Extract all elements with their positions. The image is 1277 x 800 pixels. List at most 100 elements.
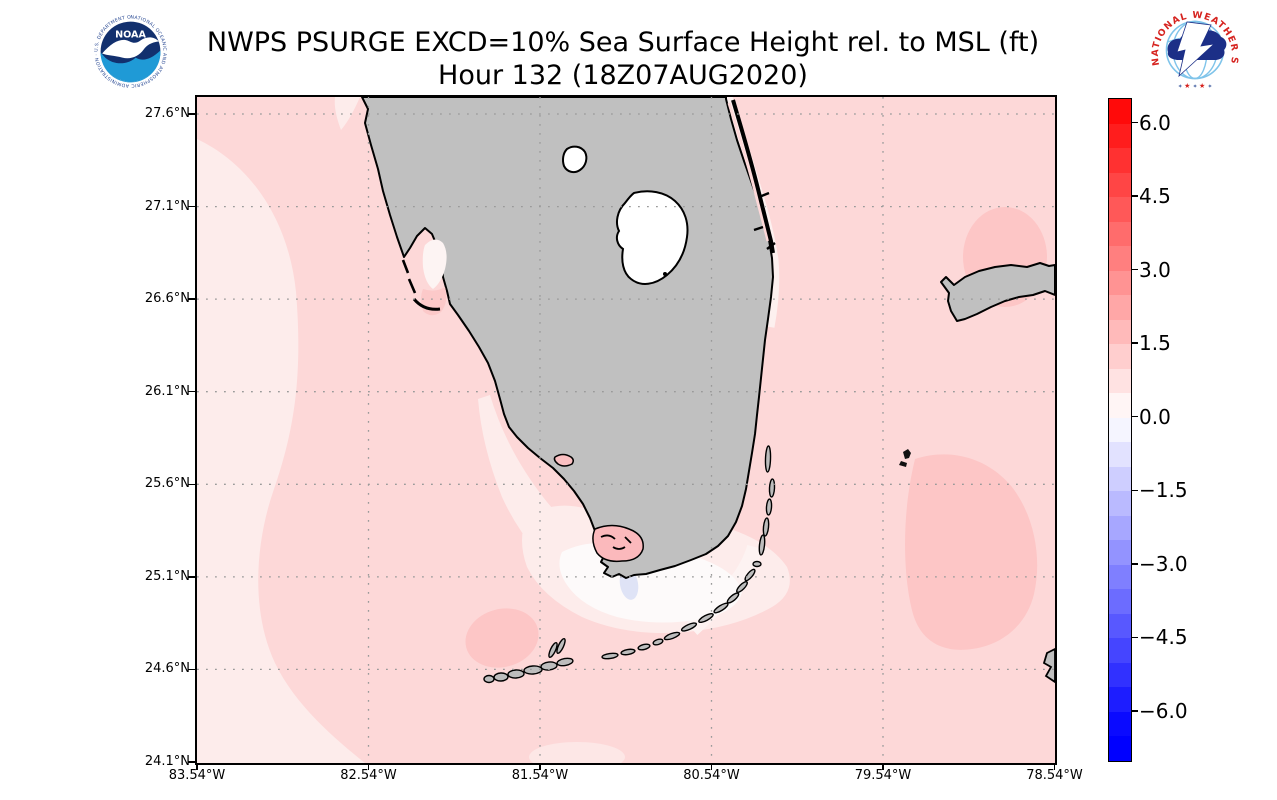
y-axis-tick xyxy=(188,298,195,300)
colorbar-tick xyxy=(1131,342,1138,344)
x-axis-tick xyxy=(710,763,713,770)
x-axis-tick-label: 83.54°W xyxy=(168,768,226,783)
colorbar-tick-label: −6.0 xyxy=(1139,698,1188,723)
barrier-islands xyxy=(401,99,776,684)
blob-east-atlantic xyxy=(905,454,1038,650)
chart-title: NWPS PSURGE EXCD=10% Sea Surface Height … xyxy=(0,26,1246,92)
colorbar-tick xyxy=(1131,195,1138,197)
florida-key-island xyxy=(713,602,729,614)
colorbar-segment xyxy=(1109,368,1131,394)
colorbar-tick xyxy=(1131,710,1138,712)
florida-key-island xyxy=(663,631,681,641)
indian-river-lagoon xyxy=(727,102,770,242)
x-axis-tick xyxy=(882,763,884,770)
gridlines xyxy=(197,97,1055,763)
blob-sw-of-key-west xyxy=(465,608,539,668)
florida-key-island xyxy=(556,637,566,655)
colorbar-segment xyxy=(1109,515,1131,541)
florida-key-island xyxy=(726,592,740,604)
below-keys-light-wedge xyxy=(529,742,625,763)
florida-key-island xyxy=(768,478,776,498)
y-axis-tick-label: 27.1°N xyxy=(144,198,190,214)
colorbar-segment xyxy=(1109,662,1131,688)
lake-istokpoga xyxy=(562,145,588,174)
y-axis-tick-label: 24.6°N xyxy=(144,661,190,677)
florida-key-island xyxy=(483,674,495,684)
florida-key-island xyxy=(764,445,772,473)
colorbar-segment xyxy=(1109,442,1131,467)
colorbar-segment xyxy=(1109,687,1131,712)
y-axis-tick-label: 25.6°N xyxy=(144,476,190,492)
florida-key-island xyxy=(548,641,558,659)
florida-key-island xyxy=(601,652,619,660)
florida-key-island xyxy=(493,672,509,682)
y-axis-tick-label: 27.6°N xyxy=(144,106,190,121)
noaa-seagull-icon xyxy=(102,37,159,59)
florida-key-island xyxy=(507,669,525,679)
colorbar-tick xyxy=(1131,268,1138,271)
y-axis-tick xyxy=(188,761,195,763)
colorbar-tick-label: 4.5 xyxy=(1139,184,1171,209)
x-axis-tick-label: 82.54°W xyxy=(340,768,397,783)
whitewater-bay-islets xyxy=(600,534,632,550)
nws-logo: NATIONAL WEATHER SERVICE ✶ ★ ✶ ★ ✶ xyxy=(1148,4,1239,90)
colorbar-segment xyxy=(1109,540,1131,565)
west-light-band xyxy=(197,139,365,763)
nws-lightning-icon xyxy=(1176,21,1216,78)
y-axis-tick xyxy=(188,668,195,671)
colorbar-tick xyxy=(1131,415,1138,418)
y-axis-tick xyxy=(188,483,195,486)
andros-fragment xyxy=(1042,647,1055,684)
colorbar-segment xyxy=(1109,564,1131,590)
y-axis-tick xyxy=(188,113,195,115)
colorbar-segment xyxy=(1109,148,1131,173)
colorbar-segment xyxy=(1109,638,1131,663)
florida-key-island xyxy=(744,568,756,582)
x-axis-tick xyxy=(1053,763,1056,770)
colorbar-segment xyxy=(1109,221,1131,247)
x-axis-tick-label: 81.54°W xyxy=(511,768,569,783)
x-axis-tick-label: 80.54°W xyxy=(683,768,740,783)
colorbar-segment xyxy=(1109,172,1131,198)
lake-okeechobee xyxy=(615,190,689,285)
gasparilla-captiva-islands xyxy=(401,259,417,294)
colorbar-segment xyxy=(1109,99,1131,124)
bimini-island xyxy=(903,449,911,459)
x-axis-tick xyxy=(196,763,198,770)
colorbar-segment xyxy=(1109,344,1131,369)
florida-key-island xyxy=(736,581,748,593)
colorbar-tick-label: −1.5 xyxy=(1139,478,1188,503)
colorbar-tick xyxy=(1131,563,1138,565)
title-line-1: NWPS PSURGE EXCD=10% Sea Surface Height … xyxy=(206,27,1040,58)
colorbar-tick-label: 6.0 xyxy=(1139,110,1171,135)
x-axis-tick-label: 79.54°W xyxy=(854,768,912,783)
lakes xyxy=(562,145,689,285)
florida-key-island xyxy=(762,517,770,537)
whitewater-bay xyxy=(592,524,644,563)
x-axis-tick-label: 78.54°W xyxy=(1026,768,1083,783)
colorbar-segment xyxy=(1109,417,1131,443)
nws-stars: ✶ ★ ✶ ★ ✶ xyxy=(1178,82,1213,90)
colorbar-tick xyxy=(1131,489,1138,492)
y-axis-tick-label: 26.6°N xyxy=(144,291,190,307)
chokoloskee-bay xyxy=(553,453,575,467)
colorbar-segment xyxy=(1109,613,1131,639)
bimini-island-south xyxy=(899,461,907,467)
colorbar-segment xyxy=(1109,711,1131,737)
colorbar-tick-label: 1.5 xyxy=(1139,331,1171,356)
noaa-center-text: NOAA xyxy=(115,29,146,40)
colorbar-tick xyxy=(1131,636,1138,639)
colorbar-segment xyxy=(1109,197,1131,222)
colorbar xyxy=(1108,98,1132,762)
y-axis-tick xyxy=(188,576,195,578)
florida-key-island xyxy=(765,498,773,516)
grand-bahama-island xyxy=(940,262,1055,322)
colorbar-segment xyxy=(1109,123,1131,149)
x-axis-tick xyxy=(367,763,370,770)
charlotte-harbor-water xyxy=(422,239,447,289)
colorbar-segment xyxy=(1109,393,1131,418)
colorbar-segment xyxy=(1109,295,1131,320)
map-plot-area xyxy=(195,95,1057,765)
inland-coastal-water xyxy=(421,239,644,563)
